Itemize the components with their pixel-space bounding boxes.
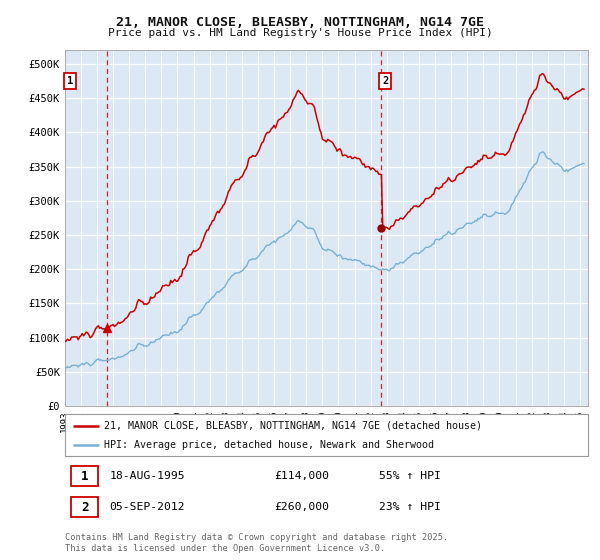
Text: 21, MANOR CLOSE, BLEASBY, NOTTINGHAM, NG14 7GE: 21, MANOR CLOSE, BLEASBY, NOTTINGHAM, NG…	[116, 16, 484, 29]
FancyBboxPatch shape	[65, 414, 588, 456]
Text: 21, MANOR CLOSE, BLEASBY, NOTTINGHAM, NG14 7GE (detached house): 21, MANOR CLOSE, BLEASBY, NOTTINGHAM, NG…	[104, 421, 482, 431]
FancyBboxPatch shape	[71, 497, 98, 517]
Text: 23% ↑ HPI: 23% ↑ HPI	[379, 502, 440, 512]
Text: HPI: Average price, detached house, Newark and Sherwood: HPI: Average price, detached house, Newa…	[104, 440, 434, 450]
Text: £260,000: £260,000	[274, 502, 329, 512]
Text: 1: 1	[67, 76, 73, 86]
Text: 2: 2	[81, 501, 88, 514]
Text: 1: 1	[81, 469, 88, 483]
Text: 2: 2	[382, 76, 388, 86]
Text: 05-SEP-2012: 05-SEP-2012	[109, 502, 185, 512]
Text: Contains HM Land Registry data © Crown copyright and database right 2025.
This d: Contains HM Land Registry data © Crown c…	[65, 533, 448, 553]
Text: 55% ↑ HPI: 55% ↑ HPI	[379, 471, 440, 481]
FancyBboxPatch shape	[71, 466, 98, 486]
Text: Price paid vs. HM Land Registry's House Price Index (HPI): Price paid vs. HM Land Registry's House …	[107, 28, 493, 38]
Text: 18-AUG-1995: 18-AUG-1995	[109, 471, 185, 481]
Text: £114,000: £114,000	[274, 471, 329, 481]
